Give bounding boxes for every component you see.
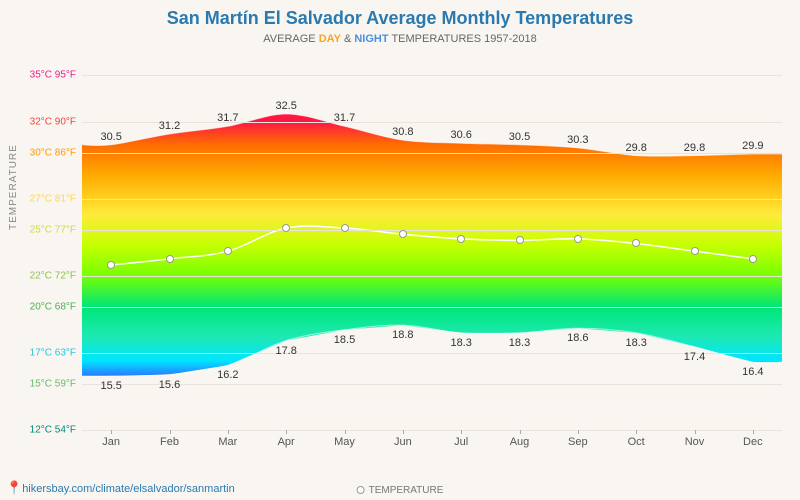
data-point <box>574 235 582 243</box>
day-value-label: 29.9 <box>742 140 763 152</box>
y-tick-label: 25°C 77°F <box>30 224 82 235</box>
day-value-label: 31.7 <box>334 112 355 124</box>
day-value-label: 30.5 <box>100 131 121 143</box>
y-axis-label: TEMPERATURE <box>8 144 19 230</box>
y-tick-label: 35°C 95°F <box>30 70 82 81</box>
y-tick-label: 32°C 90°F <box>30 116 82 127</box>
day-value-label: 31.7 <box>217 112 238 124</box>
night-value-label: 15.5 <box>100 380 121 392</box>
night-value-label: 16.4 <box>742 366 763 378</box>
day-value-label: 30.5 <box>509 131 530 143</box>
night-value-label: 15.6 <box>159 379 180 391</box>
y-tick-label: 30°C 86°F <box>30 147 82 158</box>
chart-title: San Martín El Salvador Average Monthly T… <box>0 0 800 29</box>
x-tick-label: Apr <box>278 436 295 448</box>
data-point <box>457 235 465 243</box>
data-point <box>516 236 524 244</box>
x-tick-label: May <box>334 436 355 448</box>
night-value-label: 18.3 <box>625 337 646 349</box>
x-tick-label: Mar <box>218 436 237 448</box>
data-point <box>341 224 349 232</box>
night-label: NIGHT <box>354 33 388 45</box>
day-value-label: 29.8 <box>684 142 705 154</box>
night-value-label: 18.3 <box>509 337 530 349</box>
data-point <box>282 224 290 232</box>
legend: TEMPERATURE <box>357 485 444 496</box>
night-value-label: 18.3 <box>450 337 471 349</box>
day-label: DAY <box>319 33 341 45</box>
y-tick-label: 12°C 54°F <box>30 425 82 436</box>
x-tick-label: Aug <box>510 436 530 448</box>
night-value-label: 18.6 <box>567 332 588 344</box>
x-tick-label: Jul <box>454 436 468 448</box>
y-tick-label: 27°C 81°F <box>30 193 82 204</box>
y-tick-label: 22°C 72°F <box>30 270 82 281</box>
chart-svg <box>82 60 782 430</box>
plot-area: 35°C 95°F32°C 90°F30°C 86°F27°C 81°F25°C… <box>82 60 782 430</box>
x-tick-label: Jan <box>102 436 120 448</box>
data-point <box>107 261 115 269</box>
data-point <box>691 247 699 255</box>
x-tick-label: Dec <box>743 436 763 448</box>
x-tick-label: Oct <box>628 436 645 448</box>
data-point <box>399 230 407 238</box>
x-tick-label: Jun <box>394 436 412 448</box>
day-value-label: 30.6 <box>450 129 471 141</box>
pin-icon: 📍 <box>6 480 22 495</box>
day-value-label: 32.5 <box>275 100 296 112</box>
night-value-label: 18.8 <box>392 329 413 341</box>
y-tick-label: 20°C 68°F <box>30 301 82 312</box>
night-value-label: 17.4 <box>684 351 705 363</box>
source-url: 📍hikersbay.com/climate/elsalvador/sanmar… <box>6 480 235 496</box>
data-point <box>224 247 232 255</box>
data-point <box>749 255 757 263</box>
day-value-label: 29.8 <box>625 142 646 154</box>
x-tick-label: Sep <box>568 436 588 448</box>
x-tick-label: Nov <box>685 436 705 448</box>
night-value-label: 17.8 <box>275 345 296 357</box>
data-point <box>632 239 640 247</box>
data-point <box>166 255 174 263</box>
y-tick-label: 15°C 59°F <box>30 378 82 389</box>
x-tick-label: Feb <box>160 436 179 448</box>
chart-subtitle: AVERAGE DAY & NIGHT TEMPERATURES 1957-20… <box>0 29 800 45</box>
night-value-label: 18.5 <box>334 334 355 346</box>
day-value-label: 30.3 <box>567 134 588 146</box>
day-value-label: 31.2 <box>159 120 180 132</box>
temperature-chart: San Martín El Salvador Average Monthly T… <box>0 0 800 500</box>
y-tick-label: 17°C 63°F <box>30 347 82 358</box>
night-value-label: 16.2 <box>217 369 238 381</box>
legend-marker-icon <box>357 486 365 494</box>
day-value-label: 30.8 <box>392 126 413 138</box>
